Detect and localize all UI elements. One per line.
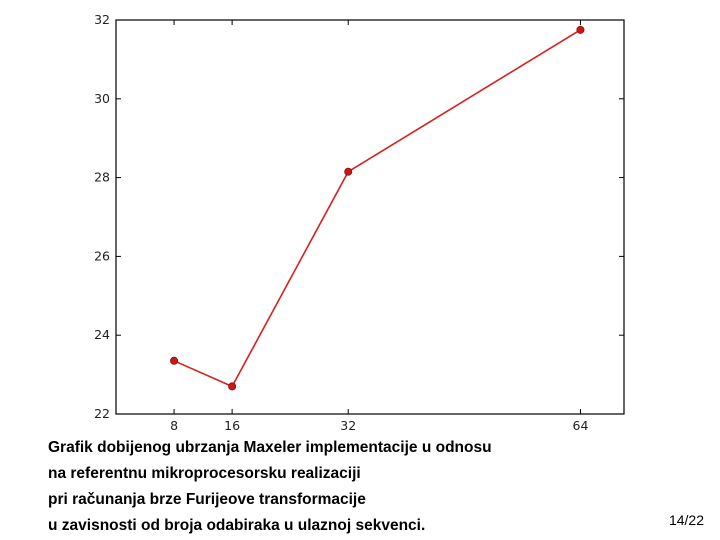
caption-line-2: na referentnu mikroprocesorsku realizaci… (48, 465, 361, 482)
y-tick-label: 26 (94, 248, 110, 263)
x-tick-label: 8 (170, 418, 178, 433)
series-line (173, 29, 581, 388)
y-tick-label: 22 (94, 406, 110, 421)
caption-line-3: pri računanja brze Furijeove transformac… (48, 491, 366, 508)
x-tick-label: 32 (340, 418, 356, 433)
caption-line-4: u zavisnosti od broja odabiraka u ulazno… (48, 517, 426, 534)
x-tick-label: 64 (573, 418, 589, 433)
y-tick-label: 30 (94, 91, 110, 106)
x-tick-label: 16 (224, 418, 240, 433)
figure-caption: Grafik dobijenog ubrzanja Maxeler implem… (48, 435, 492, 539)
caption-line-1: Grafik dobijenog ubrzanja Maxeler implem… (48, 439, 492, 456)
y-tick-label: 32 (94, 12, 110, 27)
page-number: 14/22 (668, 512, 704, 528)
y-tick-label: 24 (94, 327, 110, 342)
data-point (228, 382, 237, 391)
data-point (170, 356, 179, 365)
plot-frame (115, 19, 625, 415)
data-point (576, 25, 585, 34)
data-point (344, 167, 353, 176)
y-tick-label: 28 (94, 170, 110, 185)
